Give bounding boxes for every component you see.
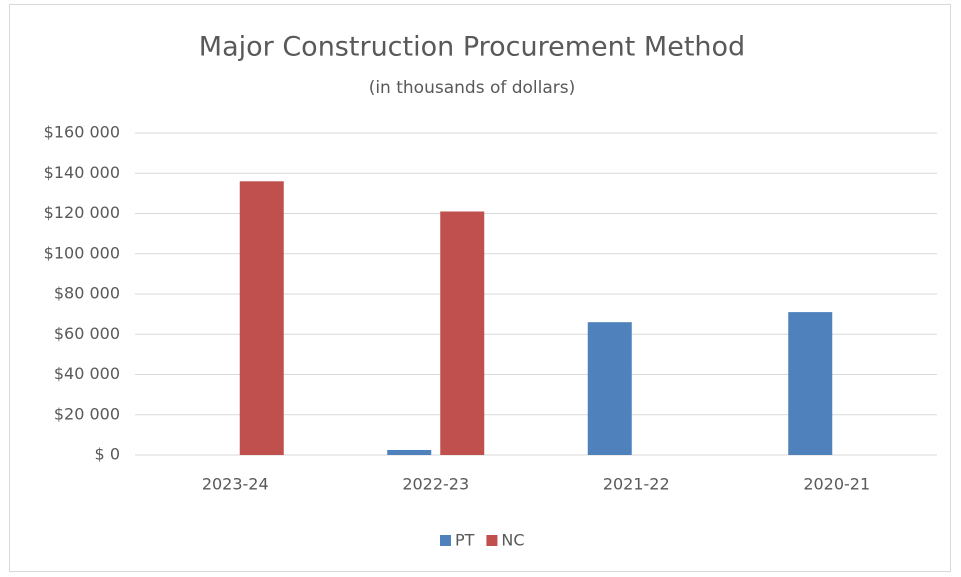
bar: [788, 312, 833, 455]
legend-label: NC: [501, 531, 524, 550]
bar: [239, 181, 284, 456]
y-tick-label: $ 0: [95, 445, 120, 464]
y-tick-label: $40 000: [54, 364, 120, 383]
y-tick-label: $160 000: [44, 123, 120, 142]
legend-label: PT: [455, 531, 475, 550]
x-tick-label: 2023-24: [202, 475, 269, 494]
y-tick-label: $120 000: [44, 203, 120, 222]
x-tick-label: 2021-22: [603, 475, 670, 494]
x-tick-label: 2022-23: [402, 475, 469, 494]
x-tick-label: 2020-21: [803, 475, 870, 494]
bar: [587, 322, 632, 455]
chart-title: Major Construction Procurement Method: [199, 32, 745, 63]
y-tick-label: $20 000: [54, 404, 120, 423]
y-tick-label: $140 000: [44, 163, 120, 182]
legend-swatch: [440, 535, 451, 546]
y-tick-label: $100 000: [44, 243, 120, 262]
bar: [440, 211, 485, 455]
y-tick-label: $60 000: [54, 324, 120, 343]
y-tick-label: $80 000: [54, 284, 120, 303]
chart-subtitle: (in thousands of dollars): [369, 78, 576, 98]
bar: [387, 449, 432, 455]
legend-swatch: [486, 535, 498, 546]
